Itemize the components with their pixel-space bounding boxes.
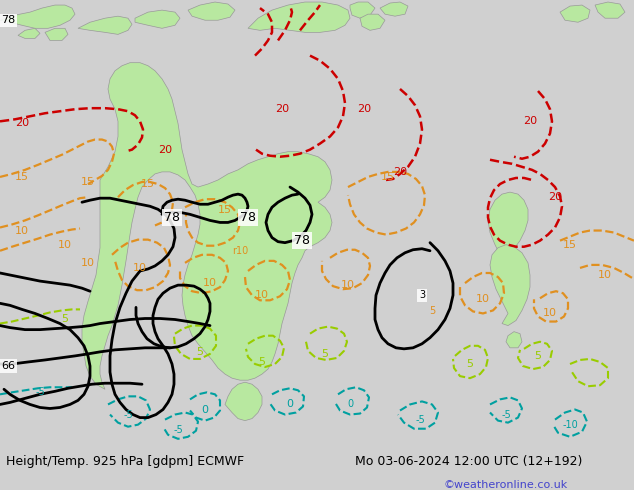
Text: 0: 0 <box>287 399 294 410</box>
Text: 15: 15 <box>218 205 232 215</box>
Text: 20: 20 <box>548 192 562 202</box>
Text: 10: 10 <box>255 290 269 300</box>
Polygon shape <box>380 2 408 16</box>
Polygon shape <box>490 245 530 325</box>
Text: Height/Temp. 925 hPa [gdpm] ECMWF: Height/Temp. 925 hPa [gdpm] ECMWF <box>6 455 245 468</box>
Text: 20: 20 <box>15 119 29 128</box>
Text: 0: 0 <box>202 405 209 415</box>
Text: 5: 5 <box>61 314 68 323</box>
Text: 78: 78 <box>240 211 256 224</box>
Text: 3: 3 <box>419 290 425 300</box>
Text: 10: 10 <box>58 240 72 250</box>
Polygon shape <box>188 2 235 20</box>
Text: -5: -5 <box>173 425 183 435</box>
Text: r10: r10 <box>232 246 248 256</box>
Text: 10: 10 <box>203 278 217 288</box>
Polygon shape <box>0 5 75 28</box>
Text: 10: 10 <box>598 270 612 280</box>
Text: 5: 5 <box>321 349 328 359</box>
Text: ©weatheronline.co.uk: ©weatheronline.co.uk <box>444 480 568 490</box>
Text: 15: 15 <box>81 177 95 187</box>
Polygon shape <box>18 28 40 38</box>
Polygon shape <box>595 2 625 18</box>
Text: 15: 15 <box>15 172 29 182</box>
Text: 5: 5 <box>534 351 541 361</box>
Polygon shape <box>560 5 590 22</box>
Polygon shape <box>360 14 385 30</box>
Polygon shape <box>506 332 522 348</box>
Text: 10: 10 <box>133 263 147 273</box>
Text: 5: 5 <box>197 347 204 357</box>
Text: Mo 03-06-2024 12:00 UTC (12+192): Mo 03-06-2024 12:00 UTC (12+192) <box>355 455 583 468</box>
Text: 5: 5 <box>467 359 474 369</box>
Text: 10: 10 <box>476 294 490 304</box>
Polygon shape <box>45 28 68 41</box>
Text: 15: 15 <box>141 179 155 189</box>
Polygon shape <box>135 10 180 28</box>
Text: 78: 78 <box>1 15 15 25</box>
Text: 20: 20 <box>275 104 289 114</box>
Text: 5: 5 <box>429 306 435 317</box>
Text: -5: -5 <box>415 415 425 425</box>
Text: 78: 78 <box>164 211 180 224</box>
Text: 20: 20 <box>158 145 172 155</box>
Polygon shape <box>488 192 528 258</box>
Text: 20: 20 <box>393 167 407 177</box>
Text: 78: 78 <box>294 234 310 247</box>
Text: -10: -10 <box>562 419 578 430</box>
Polygon shape <box>248 2 350 32</box>
Text: 5: 5 <box>259 357 266 367</box>
Text: 10: 10 <box>341 280 355 290</box>
Polygon shape <box>78 16 132 34</box>
Text: 66: 66 <box>1 361 15 371</box>
Text: 0: 0 <box>347 399 353 410</box>
Text: -5: -5 <box>123 410 133 419</box>
Text: 10: 10 <box>15 225 29 236</box>
Text: 15: 15 <box>563 240 577 250</box>
Text: 20: 20 <box>357 104 371 114</box>
Polygon shape <box>82 63 332 389</box>
Text: 15: 15 <box>381 172 395 182</box>
Polygon shape <box>350 2 375 18</box>
Text: -5: -5 <box>501 410 511 419</box>
Text: -5: -5 <box>35 387 45 397</box>
Polygon shape <box>225 382 262 420</box>
Text: 10: 10 <box>81 258 95 268</box>
Text: 20: 20 <box>523 116 537 126</box>
Text: 10: 10 <box>543 308 557 318</box>
